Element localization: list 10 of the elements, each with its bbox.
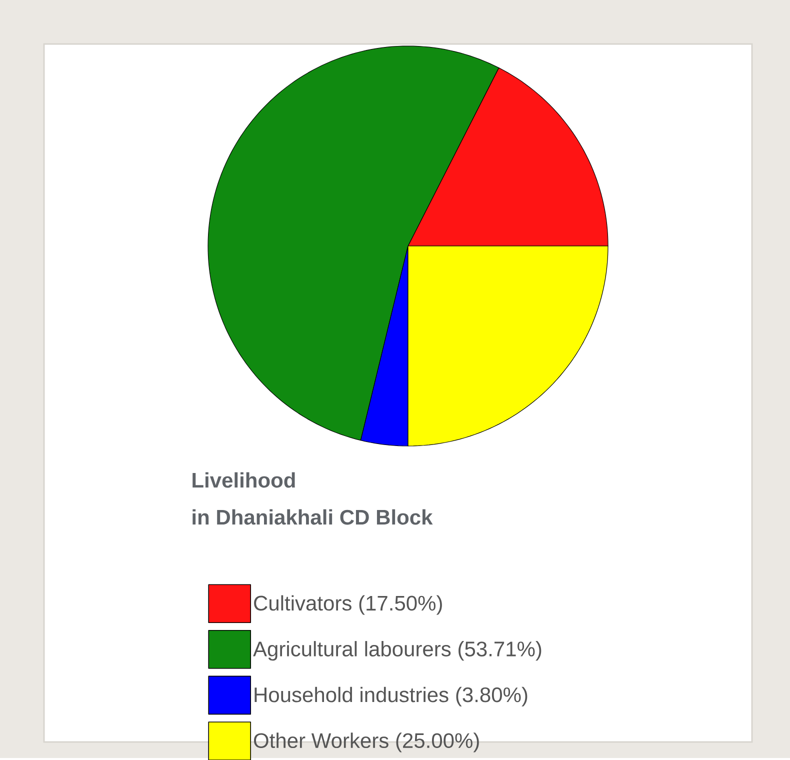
legend-label: Agricultural labourers bbox=[253, 640, 451, 660]
text: Livelihood bbox=[192, 472, 295, 488]
data-label: (25.00%) bbox=[396, 732, 479, 752]
legend-label: Cultivators bbox=[254, 595, 352, 610]
data-label: (53.71%) bbox=[458, 640, 542, 660]
data-label: (3.80%) bbox=[456, 686, 528, 706]
text: in Dhaniakhali CD Block bbox=[192, 509, 433, 525]
data-label: (17.50%) bbox=[359, 595, 442, 615]
legend-label: Other Workers bbox=[254, 732, 388, 748]
legend-label: Household industries bbox=[254, 686, 448, 702]
